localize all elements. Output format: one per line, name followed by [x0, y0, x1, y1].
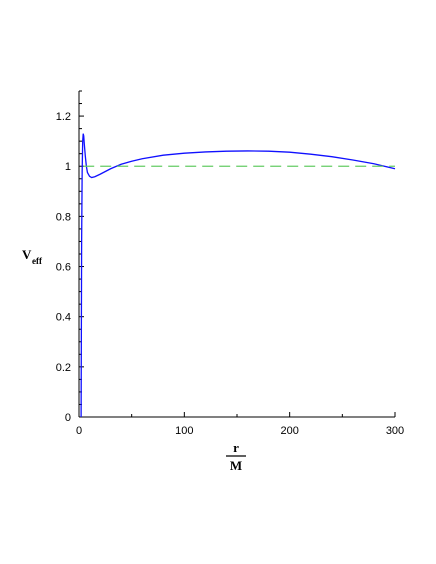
x-tick-label: 0: [76, 425, 82, 437]
x-ticks: 0 100 200 300: [76, 412, 404, 437]
y-axis-label-subscript: eff: [32, 256, 43, 266]
y-axis-label: V: [22, 247, 32, 262]
y-tick-label: 0.6: [56, 262, 71, 274]
x-axis-label-numerator: r: [233, 440, 239, 455]
axes: [78, 91, 395, 418]
y-ticks: 0 0.2 0.4 0.6 0.8 1 1.2: [56, 90, 84, 424]
y-tick-label: 0.2: [56, 362, 71, 374]
y-tick-label: 0: [65, 412, 71, 424]
x-tick-label: 100: [175, 425, 193, 437]
y-tick-label: 0.8: [56, 211, 71, 223]
potential-curve: [80, 133, 396, 418]
series-group: [80, 133, 396, 418]
x-tick-label: 300: [386, 425, 404, 437]
y-tick-label: 1: [65, 161, 71, 173]
y-tick-label: 1.2: [56, 111, 71, 123]
x-axis-label-denominator: M: [230, 458, 242, 473]
y-tick-label: 0.4: [56, 312, 71, 324]
x-tick-label: 200: [280, 425, 298, 437]
